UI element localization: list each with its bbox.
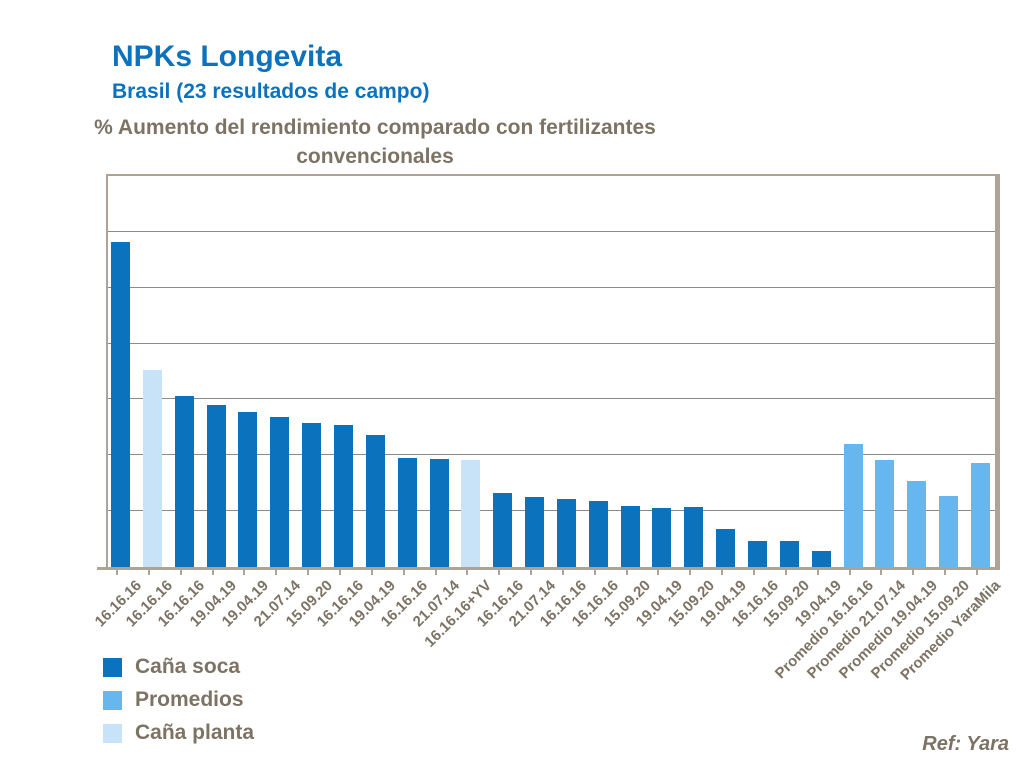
bar-cana-soca bbox=[206, 405, 226, 567]
x-axis-tick bbox=[561, 570, 564, 575]
bar-cana-soca bbox=[333, 425, 353, 567]
bar-cana-soca bbox=[302, 422, 322, 567]
x-axis-tick bbox=[147, 570, 150, 575]
plot-area bbox=[106, 174, 1000, 567]
reference-note: Ref: Yara bbox=[922, 733, 1009, 755]
gridline bbox=[108, 398, 995, 400]
x-axis-tick bbox=[912, 570, 915, 575]
legend-label-cana-soca: Caña soca bbox=[135, 655, 241, 678]
bar-promedios bbox=[970, 463, 990, 567]
x-axis-tick bbox=[338, 570, 341, 575]
bar-cana-soca bbox=[684, 506, 704, 567]
legend-label-promedios: Promedios bbox=[135, 688, 244, 711]
bar-cana-soca bbox=[779, 541, 799, 567]
x-axis-tick bbox=[880, 570, 883, 575]
bar-cana-planta bbox=[461, 459, 481, 567]
x-axis-tick bbox=[657, 570, 660, 575]
page-title: NPKs Longevita bbox=[112, 40, 343, 73]
gridline bbox=[108, 230, 995, 232]
bar-cana-soca bbox=[716, 529, 736, 567]
x-axis-tick bbox=[530, 570, 533, 575]
x-axis-tick bbox=[721, 570, 724, 575]
bar-cana-soca bbox=[429, 458, 449, 567]
bar-promedios bbox=[843, 444, 863, 567]
legend-item-cana-planta: Caña planta bbox=[103, 721, 255, 744]
legend-swatch-cana-planta bbox=[103, 723, 122, 743]
bar-promedios bbox=[907, 480, 927, 567]
bar-cana-soca bbox=[652, 507, 672, 567]
bar-promedios bbox=[939, 495, 959, 567]
x-axis-tick bbox=[753, 570, 755, 575]
x-axis-tick bbox=[593, 570, 596, 575]
bar-cana-soca bbox=[748, 541, 767, 567]
x-axis-tick bbox=[975, 570, 978, 575]
x-axis-tick bbox=[211, 570, 214, 575]
bar-promedios bbox=[875, 459, 895, 567]
x-axis-tick bbox=[944, 570, 947, 575]
x-axis-tick bbox=[116, 570, 118, 575]
legend: Caña soca Promedios Caña planta bbox=[103, 655, 255, 744]
bar-cana-soca bbox=[238, 411, 258, 567]
bar-cana-soca bbox=[174, 396, 194, 567]
x-axis-tick bbox=[402, 570, 405, 575]
x-axis-tick bbox=[179, 570, 182, 575]
x-axis-tick bbox=[370, 570, 373, 575]
bar-cana-soca bbox=[270, 417, 290, 567]
x-axis-tick bbox=[243, 570, 246, 575]
bar-cana-soca bbox=[365, 435, 385, 567]
bar-cana-soca bbox=[525, 496, 545, 567]
bar-cana-soca bbox=[811, 551, 831, 567]
bar-cana-soca bbox=[620, 505, 640, 567]
gridline bbox=[108, 510, 995, 512]
chart-title-line2: convencionales bbox=[296, 145, 454, 168]
x-axis-tick bbox=[307, 570, 310, 575]
bar-cana-soca bbox=[493, 493, 513, 567]
bar-cana-soca bbox=[556, 498, 576, 567]
bar-cana-soca bbox=[397, 457, 417, 567]
gridline bbox=[108, 454, 995, 456]
legend-item-promedios: Promedios bbox=[103, 688, 254, 711]
x-axis-tick bbox=[498, 570, 501, 575]
page-subtitle: Brasil (23 resultados de campo) bbox=[112, 80, 430, 103]
bar-cana-soca bbox=[588, 501, 608, 567]
legend-item-cana-soca: Caña soca bbox=[103, 655, 254, 678]
bar-cana-soca bbox=[111, 241, 130, 567]
gridline bbox=[108, 342, 995, 344]
x-axis-tick bbox=[434, 570, 437, 575]
legend-label-cana-planta: Caña planta bbox=[135, 721, 255, 744]
gridline bbox=[108, 286, 995, 288]
x-axis-line bbox=[97, 567, 1000, 570]
chart-title-line1: % Aumento del rendimiento comparado con … bbox=[94, 116, 656, 139]
legend-swatch-cana-soca bbox=[103, 657, 122, 677]
x-axis-tick bbox=[784, 570, 787, 575]
chart-title: % Aumento del rendimiento comparado con … bbox=[0, 113, 750, 171]
x-axis-tick bbox=[466, 570, 469, 575]
x-axis-tick bbox=[848, 570, 851, 575]
legend-swatch-promedios bbox=[103, 690, 122, 710]
x-axis-tick bbox=[816, 570, 819, 575]
bar-cana-planta bbox=[142, 370, 162, 567]
x-axis-tick bbox=[689, 570, 692, 575]
x-axis-tick bbox=[625, 570, 628, 575]
x-axis-tick bbox=[275, 570, 278, 575]
